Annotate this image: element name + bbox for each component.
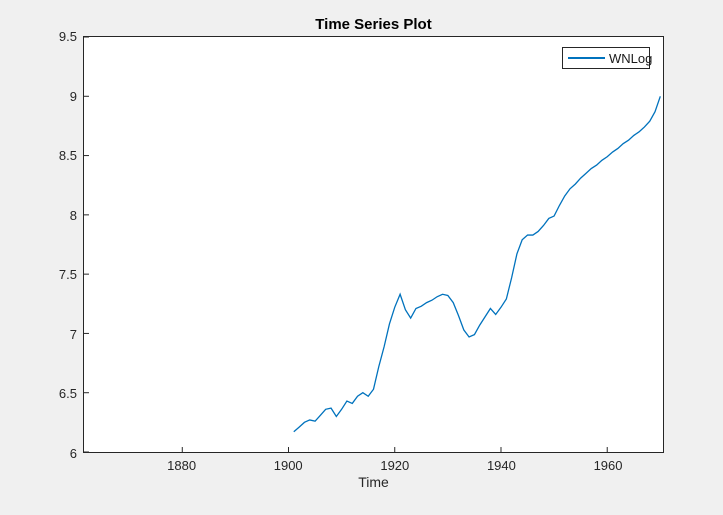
x-axis-label: Time [358, 474, 389, 490]
y-tick-label: 8.5 [58, 148, 77, 164]
y-tick-label: 6.5 [58, 386, 77, 402]
x-tick-label: 1900 [273, 458, 303, 473]
x-tick-label: 1880 [167, 458, 197, 473]
y-tick-label: 6 [69, 446, 77, 461]
data-line-series [293, 96, 661, 433]
y-tick-label: 9.5 [58, 29, 77, 44]
x-tick-label: 1940 [486, 458, 516, 473]
y-tick-label: 7 [69, 326, 77, 342]
plot-area [83, 36, 664, 453]
y-tick-label: 7.5 [58, 267, 77, 283]
x-tick-label: 1920 [380, 458, 410, 473]
y-tick-label: 9 [69, 88, 77, 104]
x-tick-label: 1960 [593, 458, 623, 473]
plot-title: Time Series Plot [315, 16, 432, 33]
y-tick-label: 8 [69, 207, 77, 223]
plot-svg [84, 37, 661, 452]
legend-line-sample [568, 57, 605, 59]
legend: WNLog [562, 47, 653, 69]
legend-label: WNLog [609, 50, 653, 66]
